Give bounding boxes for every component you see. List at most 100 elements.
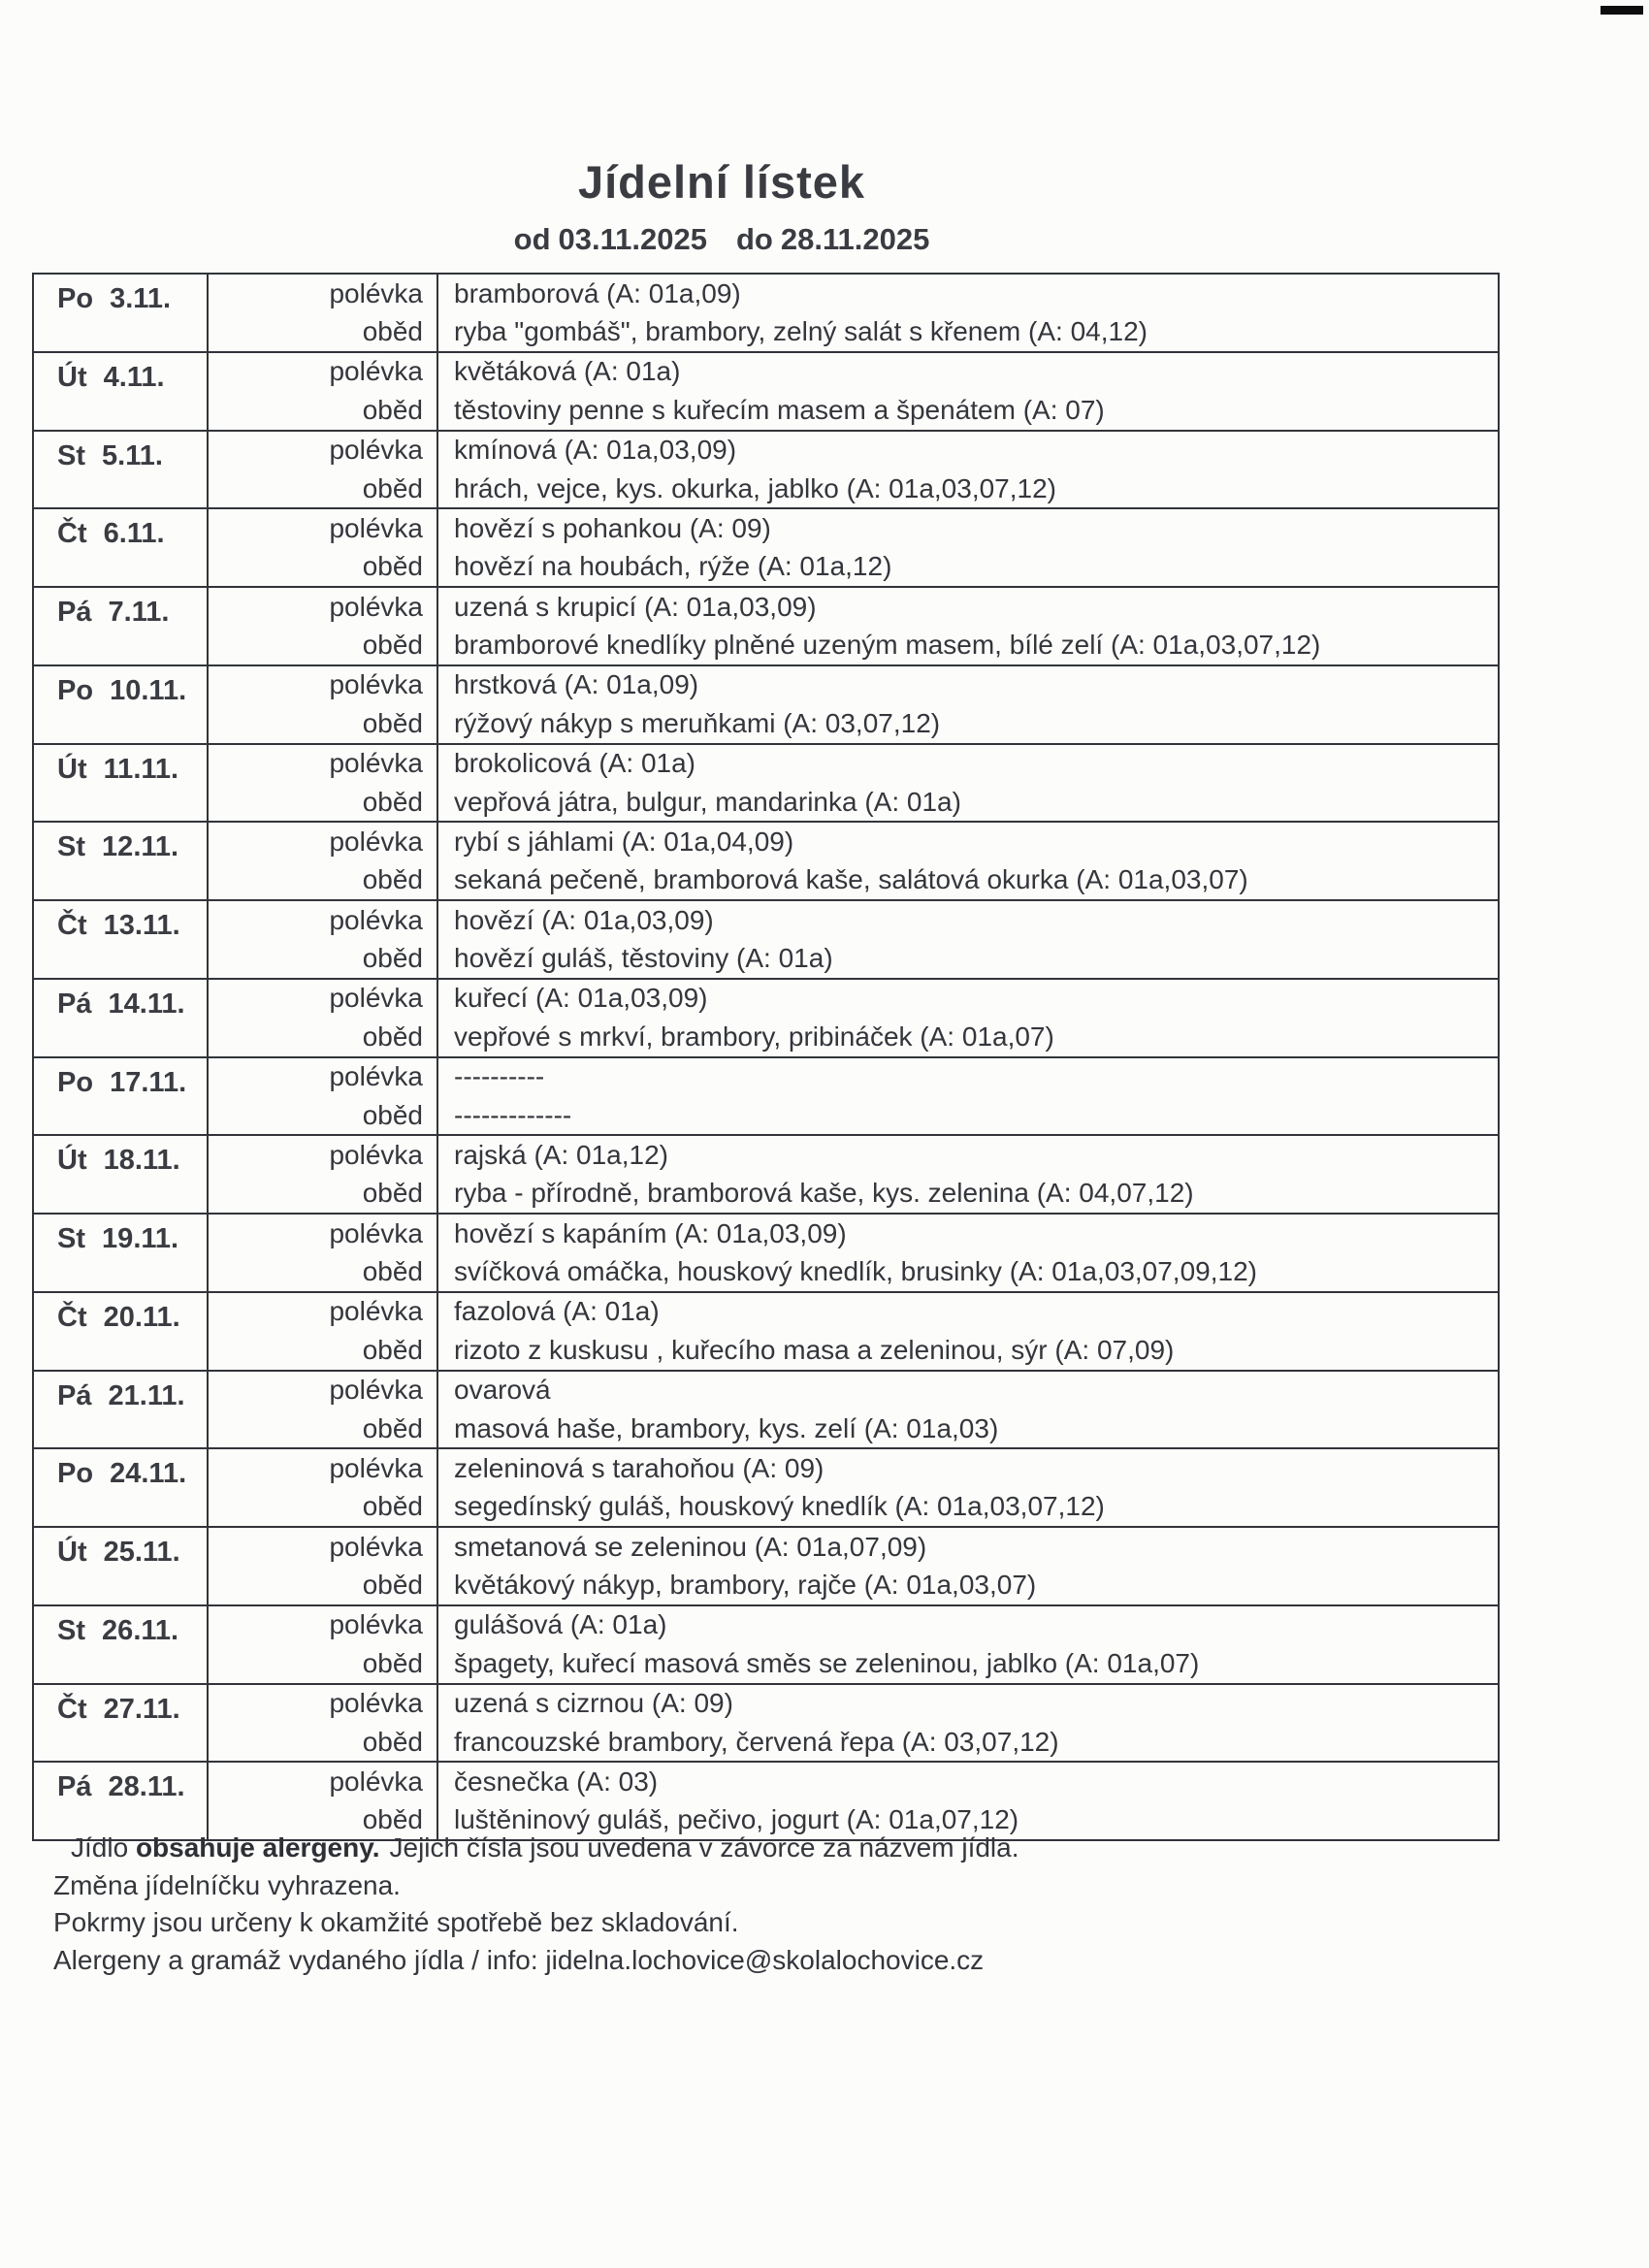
date-range: od 03.11.2025 do 28.11.2025	[0, 222, 1443, 257]
day-label: St 26.11.	[34, 1605, 209, 1683]
soup-text: uzená s krupicí (A: 01a,03,09)	[454, 591, 817, 622]
scanner-artifact-mark	[1600, 6, 1643, 15]
meal-text-column: česnečka (A: 03) luštěninový guláš, peči…	[438, 1763, 1498, 1839]
lunch-label: oběd	[362, 1178, 423, 1209]
day-label: Po 24.11.	[34, 1449, 209, 1526]
soup-text: hovězí (A: 01a,03,09)	[454, 904, 714, 935]
meal-type-column: polévka oběd	[209, 823, 438, 899]
meal-type-column: polévka oběd	[209, 1292, 438, 1370]
menu-day-row: Po 24.11. polévka oběd zeleninová s tara…	[34, 1447, 1498, 1526]
lunch-text: špagety, kuřecí masová směs se zeleninou…	[454, 1647, 1200, 1678]
meal-type-column: polévka oběd	[209, 1136, 438, 1213]
soup-text: bramborová (A: 01a,09)	[454, 277, 741, 308]
menu-day-row: St 12.11. polévka oběd rybí s jáhlami (A…	[34, 821, 1498, 899]
soup-text: gulášová (A: 01a)	[454, 1609, 667, 1640]
soup-label: polévka	[329, 1217, 423, 1248]
soup-label: polévka	[329, 1296, 423, 1327]
menu-day-row: St 5.11. polévka oběd kmínová (A: 01a,03…	[34, 429, 1498, 508]
soup-label: polévka	[329, 1452, 423, 1483]
footer-contact-note: Alergeny a gramáž vydaného jídla / info:…	[53, 1944, 985, 1975]
lunch-text: ryba - přírodně, bramborová kaše, kys. z…	[454, 1178, 1194, 1209]
lunch-text: francouzské brambory, červená řepa (A: 0…	[454, 1726, 1059, 1757]
meal-text-column: rajská (A: 01a,12) ryba - přírodně, bram…	[438, 1136, 1498, 1213]
meal-text-column: gulášová (A: 01a) špagety, kuřecí masová…	[438, 1606, 1498, 1683]
date-to-label: do	[736, 222, 773, 256]
lunch-label: oběd	[362, 1491, 423, 1522]
lunch-text: luštěninový guláš, pečivo, jogurt (A: 01…	[454, 1804, 1019, 1835]
menu-day-row: Po 10.11. polévka oběd hrstková (A: 01a,…	[34, 664, 1498, 743]
day-label: St 19.11.	[34, 1215, 209, 1291]
soup-text: kuřecí (A: 01a,03,09)	[454, 983, 708, 1014]
menu-day-row: Út 25.11. polévka oběd smetanová se zele…	[34, 1526, 1498, 1604]
date-to-value: 28.11.2025	[780, 222, 930, 256]
lunch-label: oběd	[362, 1647, 423, 1678]
meal-text-column: kuřecí (A: 01a,03,09) vepřové s mrkví, b…	[438, 980, 1498, 1056]
meal-text-column: bramborová (A: 01a,09) ryba "gombáš", br…	[438, 275, 1498, 351]
soup-text: ovarová	[454, 1375, 551, 1406]
page-title: Jídelní lístek	[577, 156, 866, 208]
meal-text-column: smetanová se zeleninou (A: 01a,07,09) kv…	[438, 1528, 1498, 1604]
day-label: Út 11.11.	[34, 744, 209, 822]
menu-day-row: Pá 7.11. polévka oběd uzená s krupicí (A…	[34, 586, 1498, 664]
menu-day-row: Út 18.11. polévka oběd rajská (A: 01a,12…	[34, 1134, 1498, 1213]
meal-text-column: hovězí s kapáním (A: 01a,03,09) svíčková…	[438, 1215, 1498, 1291]
soup-label: polévka	[329, 591, 423, 622]
footer-notes: Jídlo obsahuje alergeny. Jejich čísla jso…	[53, 1830, 1508, 1979]
menu-day-row: Pá 21.11. polévka oběd ovarová masová ha…	[34, 1369, 1498, 1448]
lunch-text: hrách, vejce, kys. okurka, jablko (A: 01…	[454, 472, 1056, 503]
lunch-label: oběd	[362, 1021, 423, 1052]
meal-text-column: hovězí (A: 01a,03,09) hovězí guláš, těst…	[438, 901, 1498, 978]
footer-consumption-note: Pokrmy jsou určeny k okamžité spotřebě b…	[53, 1907, 739, 1937]
lunch-label: oběd	[362, 630, 423, 661]
lunch-text: sekaná pečeně, bramborová kaše, salátová…	[454, 864, 1248, 895]
soup-label: polévka	[329, 277, 423, 308]
lunch-text: vepřové s mrkví, brambory, pribináček (A…	[454, 1021, 1054, 1052]
day-label: Pá 28.11.	[34, 1763, 209, 1839]
lunch-label: oběd	[362, 943, 423, 974]
soup-text: zeleninová s tarahoňou (A: 09)	[454, 1452, 824, 1483]
date-from-label: od	[513, 222, 551, 256]
soup-text: kmínová (A: 01a,03,09)	[454, 435, 737, 466]
menu-day-row: Čt 6.11. polévka oběd hovězí s pohankou …	[34, 507, 1498, 586]
day-label: Po 10.11.	[34, 665, 209, 743]
soup-label: polévka	[329, 748, 423, 779]
soup-text: uzená s cizrnou (A: 09)	[454, 1688, 733, 1719]
lunch-label: oběd	[362, 1334, 423, 1365]
soup-label: polévka	[329, 1766, 423, 1797]
lunch-text: ryba "gombáš", brambory, zelný salát s k…	[454, 316, 1148, 347]
day-label: Út 4.11.	[34, 352, 209, 430]
soup-text: ----------	[454, 1061, 545, 1092]
footer-allergen-bold: obsahuje alergeny.	[135, 1832, 380, 1863]
menu-day-row: Po 3.11. polévka oběd bramborová (A: 01a…	[34, 275, 1498, 351]
lunch-text: vepřová játra, bulgur, mandarinka (A: 01…	[454, 786, 961, 817]
meal-text-column: zeleninová s tarahoňou (A: 09) segedínsk…	[438, 1449, 1498, 1526]
day-label: Út 25.11.	[34, 1528, 209, 1604]
soup-text: fazolová (A: 01a)	[454, 1296, 660, 1327]
menu-day-row: Pá 14.11. polévka oběd kuřecí (A: 01a,03…	[34, 977, 1498, 1056]
day-label: Út 18.11.	[34, 1136, 209, 1213]
meal-type-column: polévka oběd	[209, 1449, 438, 1526]
lunch-label: oběd	[362, 316, 423, 347]
soup-label: polévka	[329, 983, 423, 1014]
lunch-text: svíčková omáčka, houskový knedlík, brusi…	[454, 1256, 1257, 1287]
menu-day-row: St 26.11. polévka oběd gulášová (A: 01a)…	[34, 1604, 1498, 1683]
meal-text-column: rybí s jáhlami (A: 01a,04,09) sekaná peč…	[438, 823, 1498, 899]
meal-type-column: polévka oběd	[209, 1528, 438, 1604]
menu-day-row: Út 4.11. polévka oběd květáková (A: 01a)…	[34, 350, 1498, 430]
meal-type-column: polévka oběd	[209, 1684, 438, 1762]
soup-label: polévka	[329, 1139, 423, 1170]
day-label: St 12.11.	[34, 823, 209, 899]
meal-text-column: ---------- -------------	[438, 1058, 1498, 1135]
meal-type-column: polévka oběd	[209, 352, 438, 430]
lunch-label: oběd	[362, 786, 423, 817]
soup-text: česnečka (A: 03)	[454, 1766, 659, 1797]
menu-table: Po 3.11. polévka oběd bramborová (A: 01a…	[32, 273, 1500, 1841]
date-from-value: 03.11.2025	[558, 222, 707, 256]
meal-type-column: polévka oběd	[209, 744, 438, 822]
lunch-text: hovězí na houbách, rýže (A: 01a,12)	[454, 551, 892, 582]
lunch-text: těstoviny penne s kuřecím masem a špenát…	[454, 394, 1105, 425]
lunch-text: květákový nákyp, brambory, rajče (A: 01a…	[454, 1570, 1037, 1601]
day-label: Pá 14.11.	[34, 979, 209, 1056]
soup-text: smetanová se zeleninou (A: 01a,07,09)	[454, 1531, 927, 1562]
